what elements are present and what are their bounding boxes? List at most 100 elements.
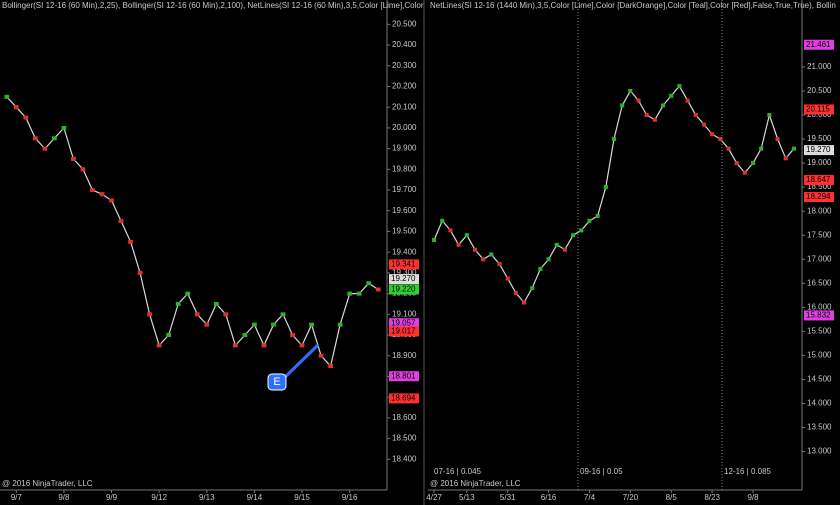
y-tick-label: 18.500 xyxy=(807,182,832,191)
price-bar xyxy=(513,290,518,295)
y-tick-label: 18.600 xyxy=(392,413,417,422)
y-tick-label: 18.500 xyxy=(392,434,417,443)
price-bar xyxy=(32,136,38,141)
price-bar xyxy=(710,132,715,137)
price-tag-label: 19.220 xyxy=(391,285,416,294)
price-bar xyxy=(194,312,200,317)
watermark: @ 2016 NinjaTrader, LLC xyxy=(430,479,521,488)
y-tick-label: 19.500 xyxy=(807,134,832,143)
price-bar xyxy=(669,93,674,98)
price-tag-label: 19.270 xyxy=(806,145,831,154)
price-bar xyxy=(80,167,86,172)
price-bar xyxy=(644,112,649,117)
price-bar xyxy=(71,156,76,161)
price-tag-label: 15.832 xyxy=(806,311,831,320)
price-bar xyxy=(767,112,772,117)
price-tag-label: 18.294 xyxy=(806,192,831,201)
y-tick-label: 21.000 xyxy=(807,62,832,71)
price-bar xyxy=(791,146,796,151)
y-tick-label: 20.200 xyxy=(392,82,417,91)
price-tag xyxy=(804,39,834,50)
price-bar xyxy=(185,291,191,296)
price-tag-label: 21.461 xyxy=(806,40,831,49)
price-bar xyxy=(337,322,343,327)
y-tick-label: 20.100 xyxy=(392,102,417,111)
price-tag xyxy=(804,175,834,186)
price-bar xyxy=(252,322,257,327)
price-bar xyxy=(52,136,57,141)
price-bar xyxy=(505,276,510,281)
price-bar xyxy=(99,192,105,197)
x-tick-label: 9/8 xyxy=(58,493,70,502)
y-tick-label: 20.500 xyxy=(807,86,832,95)
price-bar xyxy=(677,84,682,89)
price-tag xyxy=(804,192,834,203)
price-bar xyxy=(522,300,527,305)
price-tag-label: 19.341 xyxy=(391,260,416,269)
price-bar xyxy=(595,213,600,218)
x-tick-label: 8/23 xyxy=(704,493,720,502)
price-bar xyxy=(147,312,153,317)
price-bar xyxy=(432,238,437,243)
price-tag-label: 19.017 xyxy=(391,327,416,336)
price-bar xyxy=(759,146,764,151)
y-tick-label: 20.000 xyxy=(807,110,832,119)
price-bar xyxy=(118,219,124,224)
y-tick-label: 19.500 xyxy=(392,227,417,236)
price-bar xyxy=(61,125,67,130)
price-bar xyxy=(652,117,657,122)
price-bar xyxy=(554,242,559,247)
price-bar xyxy=(530,286,535,291)
price-bar xyxy=(328,364,333,369)
y-tick-label: 14.000 xyxy=(807,399,832,408)
price-bar xyxy=(750,161,756,166)
x-tick-label: 9/8 xyxy=(747,493,759,502)
y-tick-label: 19.300 xyxy=(392,268,417,277)
price-bar xyxy=(213,301,219,306)
price-bar xyxy=(204,322,210,327)
price-bar xyxy=(472,247,478,252)
y-tick-label: 16.000 xyxy=(807,302,832,311)
price-bar xyxy=(489,252,494,257)
price-tag xyxy=(389,284,419,295)
price-bar xyxy=(661,103,666,108)
price-tag-label: 19.270 xyxy=(391,274,416,283)
chart-title: Bollinger(SI 12-16 (60 Min),2,25), Bolli… xyxy=(2,1,424,10)
price-bar xyxy=(166,333,172,338)
y-tick-label: 19.400 xyxy=(392,247,417,256)
y-tick-label: 19.700 xyxy=(392,185,417,194)
price-bar xyxy=(366,281,372,286)
price-bar xyxy=(309,322,314,327)
price-bar xyxy=(497,262,502,267)
price-bar xyxy=(290,333,295,338)
x-tick-label: 7/20 xyxy=(623,493,639,502)
price-bar xyxy=(579,228,584,233)
period-label: 09-16 | 0.05 xyxy=(580,467,623,476)
price-bar xyxy=(299,343,305,348)
price-bar xyxy=(701,122,706,127)
y-tick-label: 13.000 xyxy=(807,447,832,456)
price-bar xyxy=(628,88,633,93)
price-tag xyxy=(804,104,834,115)
price-bar xyxy=(464,233,469,238)
price-tag xyxy=(389,318,419,329)
y-tick-label: 18.900 xyxy=(392,351,417,360)
price-bar xyxy=(42,146,48,151)
price-tag xyxy=(389,259,419,270)
price-bar xyxy=(109,198,114,203)
price-bar xyxy=(685,98,690,103)
price-tag-label: 18.694 xyxy=(391,394,416,403)
price-bar xyxy=(693,112,698,117)
price-bar xyxy=(448,228,453,233)
x-tick-label: 6/16 xyxy=(541,493,557,502)
x-tick-label: 5/13 xyxy=(459,493,475,502)
x-tick-label: 9/16 xyxy=(342,493,358,502)
price-line xyxy=(6,96,379,368)
price-bar xyxy=(128,239,133,244)
price-bar xyxy=(4,94,10,99)
y-tick-label: 20.300 xyxy=(392,61,417,70)
arrow xyxy=(280,343,320,382)
period-label: 12-16 | 0.085 xyxy=(724,467,772,476)
